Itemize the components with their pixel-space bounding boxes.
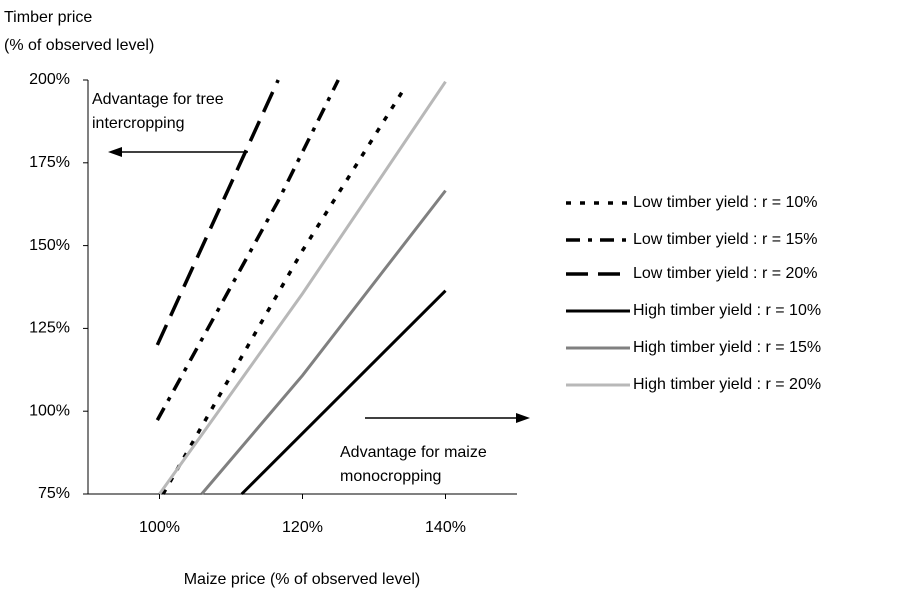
y-tick-label: 125% — [29, 320, 70, 337]
y-axis-title: (% of observed level) — [4, 37, 154, 54]
annotation: intercropping — [92, 115, 185, 132]
legend-label: High timber yield : r = 10% — [633, 302, 821, 319]
x-axis-title: Maize price (% of observed level) — [184, 571, 421, 588]
y-tick-label: 175% — [29, 154, 70, 171]
series-line — [155, 79, 340, 421]
annotation-arrowhead — [108, 147, 122, 157]
legend-label: Low timber yield : r = 10% — [633, 194, 818, 211]
series-line — [200, 189, 447, 495]
x-tick-label: 120% — [282, 519, 323, 536]
x-tick-label: 100% — [139, 519, 180, 536]
annotation: monocropping — [340, 468, 441, 485]
y-tick-label: 75% — [38, 485, 70, 502]
x-tick-label: 140% — [425, 519, 466, 536]
series-line — [155, 79, 280, 346]
annotation: Advantage for maize — [340, 444, 487, 461]
legend-label: High timber yield : r = 20% — [633, 376, 821, 393]
legend-label: Low timber yield : r = 20% — [633, 265, 818, 282]
annotation-arrowhead — [516, 413, 530, 423]
annotation: Advantage for tree — [92, 91, 224, 108]
legend-label: Low timber yield : r = 15% — [633, 231, 818, 248]
legend-label: High timber yield : r = 15% — [633, 339, 821, 356]
series-line — [158, 80, 447, 495]
series-line — [240, 289, 447, 496]
y-tick-label: 150% — [29, 237, 70, 254]
series-line — [161, 85, 407, 495]
y-tick-label: 200% — [29, 71, 70, 88]
y-tick-label: 100% — [29, 402, 70, 419]
y-axis-title: Timber price — [4, 9, 92, 26]
